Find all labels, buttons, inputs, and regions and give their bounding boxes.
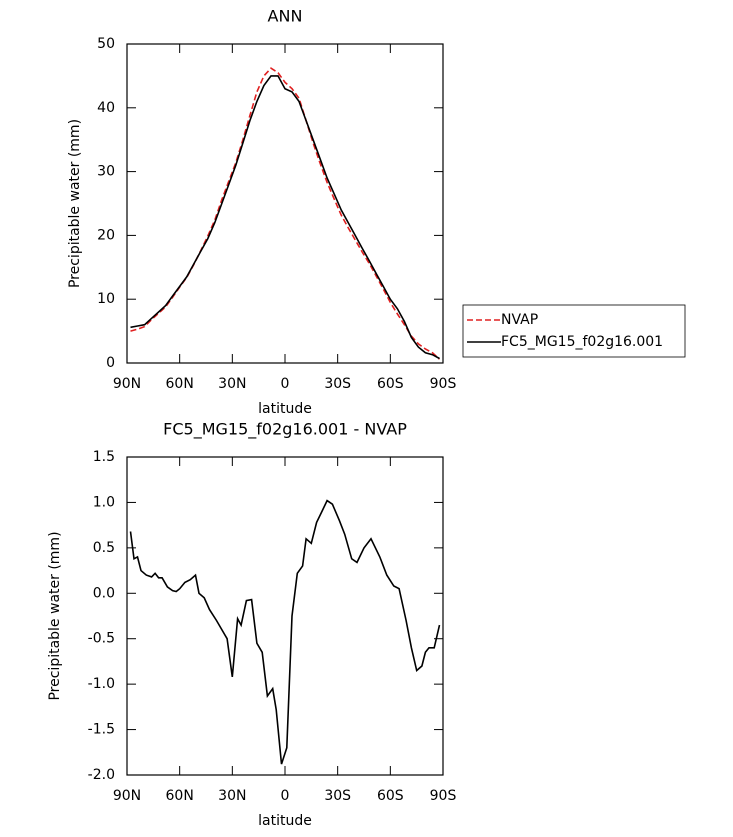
data-line [130,75,440,360]
y-tick-label: 0.5 [93,540,115,556]
legend-box [462,304,686,358]
y-tick-label: 50 [97,36,115,52]
y-tick-label: -1.5 [88,722,115,738]
chart-title: FC5_MG15_f02g16.001 - NVAP [163,420,407,440]
y-tick-label: 1.5 [93,449,115,465]
x-axis-label: latitude [258,401,312,417]
y-tick-label: 30 [97,164,115,180]
x-tick-label: 60S [377,788,404,804]
y-tick-label: -1.0 [88,676,115,692]
legend-label: FC5_MG15_f02g16.001 [501,334,663,350]
x-tick-label: 30N [218,376,246,392]
x-tick-label: 90S [430,788,457,804]
x-tick-label: 60N [166,788,194,804]
y-tick-label: 0.0 [93,585,115,601]
y-tick-label: -2.0 [88,767,115,783]
plot-frame [126,43,444,364]
chart-title: ANN [268,7,303,26]
legend-label: NVAP [501,312,538,328]
plot-frame [126,456,444,776]
x-tick-label: 30S [324,376,351,392]
y-tick-label: 0 [106,355,115,371]
x-tick-label: 0 [281,376,290,392]
y-tick-label: -0.5 [88,631,115,647]
y-axis-label: Precipitable water (mm) [47,531,63,700]
x-tick-label: 90S [430,376,457,392]
y-tick-label: 40 [97,100,115,116]
y-tick-label: 1.0 [93,494,115,510]
x-tick-label: 30N [218,788,246,804]
x-tick-label: 90N [113,376,141,392]
x-tick-label: 0 [281,788,290,804]
data-line [130,67,441,360]
x-tick-label: 60S [377,376,404,392]
y-tick-label: 20 [97,227,115,243]
y-axis-label: Precipitable water (mm) [67,119,83,288]
x-tick-label: 90N [113,788,141,804]
x-axis-label: latitude [258,813,312,829]
y-tick-label: 10 [97,291,115,307]
x-tick-label: 60N [166,376,194,392]
x-tick-label: 30S [324,788,351,804]
data-line [129,499,441,765]
